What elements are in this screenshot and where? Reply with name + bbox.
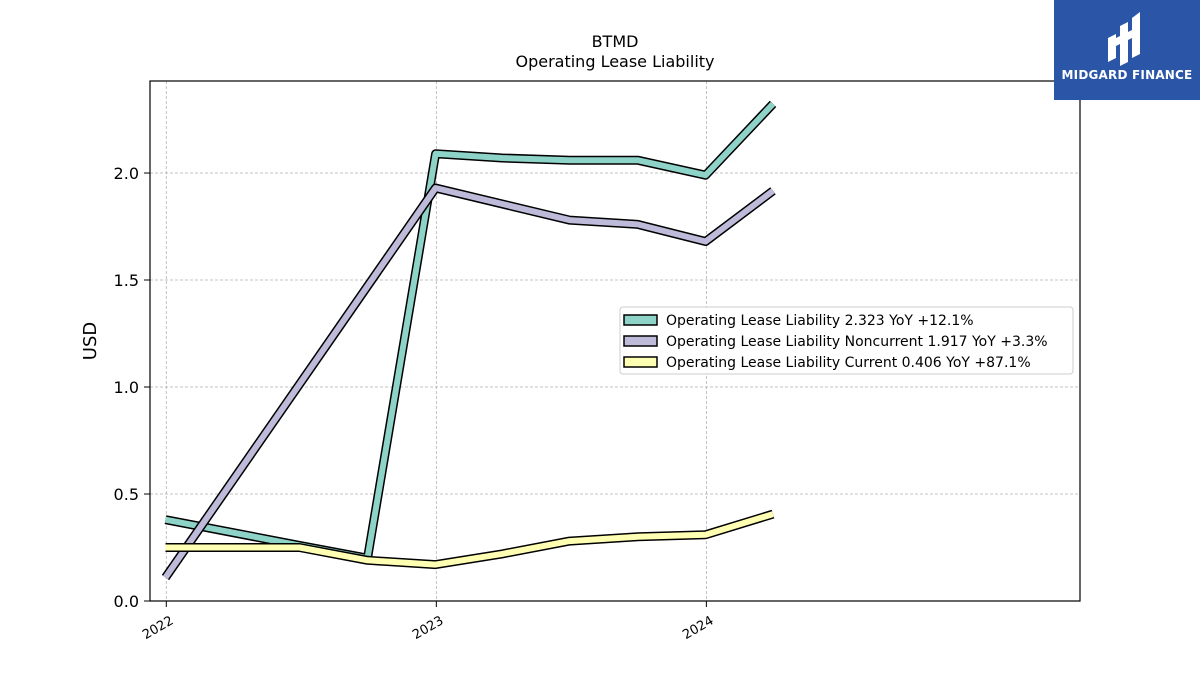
legend: Operating Lease Liability 2.323 YoY +12.… bbox=[619, 306, 1074, 375]
series-1 bbox=[161, 183, 776, 581]
y-tick-label: 2.0 bbox=[114, 164, 139, 183]
y-tick-label: 1.5 bbox=[114, 271, 139, 290]
grid bbox=[150, 81, 1080, 602]
chart-title: BTMD bbox=[592, 32, 639, 51]
series-2 bbox=[165, 509, 775, 570]
brand-mark-icon bbox=[1108, 12, 1140, 66]
legend-swatch bbox=[623, 335, 658, 347]
legend-entry: Operating Lease Liability Noncurrent 1.9… bbox=[666, 334, 1048, 350]
legend-entry: Operating Lease Liability 2.323 YoY +12.… bbox=[666, 313, 974, 329]
legend-swatch bbox=[623, 356, 658, 368]
brand-logo: MIDGARD FINANCE bbox=[1054, 0, 1200, 100]
plot-frame bbox=[149, 80, 1081, 602]
y-tick-label: 0.5 bbox=[114, 485, 139, 504]
x-tick-label: 2022 bbox=[140, 613, 176, 643]
y-tick-label: 0.0 bbox=[114, 592, 139, 611]
series-line bbox=[165, 511, 774, 568]
x-axis: 2022 2023 2024 bbox=[140, 601, 716, 643]
series-layer bbox=[161, 100, 777, 581]
legend-swatch bbox=[623, 314, 658, 326]
series-line bbox=[163, 185, 775, 580]
x-tick-label: 2024 bbox=[680, 613, 716, 643]
series-line-outline bbox=[161, 183, 776, 581]
legend-entry: Operating Lease Liability Current 0.406 … bbox=[666, 355, 1031, 371]
chart-subtitle: Operating Lease Liability bbox=[515, 52, 714, 71]
legend-box bbox=[619, 306, 1074, 375]
brand-name: MIDGARD FINANCE bbox=[1061, 68, 1193, 82]
y-axis-label: USD bbox=[80, 322, 101, 360]
x-tick-label: 2023 bbox=[410, 613, 446, 643]
y-tick-label: 1.0 bbox=[114, 378, 139, 397]
y-axis: 0.0 0.5 1.0 1.5 2.0 bbox=[114, 164, 150, 611]
